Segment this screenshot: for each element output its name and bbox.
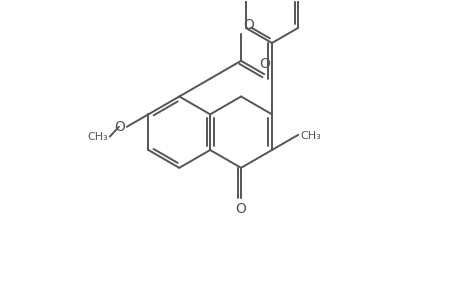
Text: CH₃: CH₃ [87,132,107,142]
Text: O: O [258,57,269,71]
Text: CH₃: CH₃ [300,131,320,141]
Text: O: O [242,18,253,32]
Text: O: O [235,202,246,216]
Text: O: O [114,120,124,134]
